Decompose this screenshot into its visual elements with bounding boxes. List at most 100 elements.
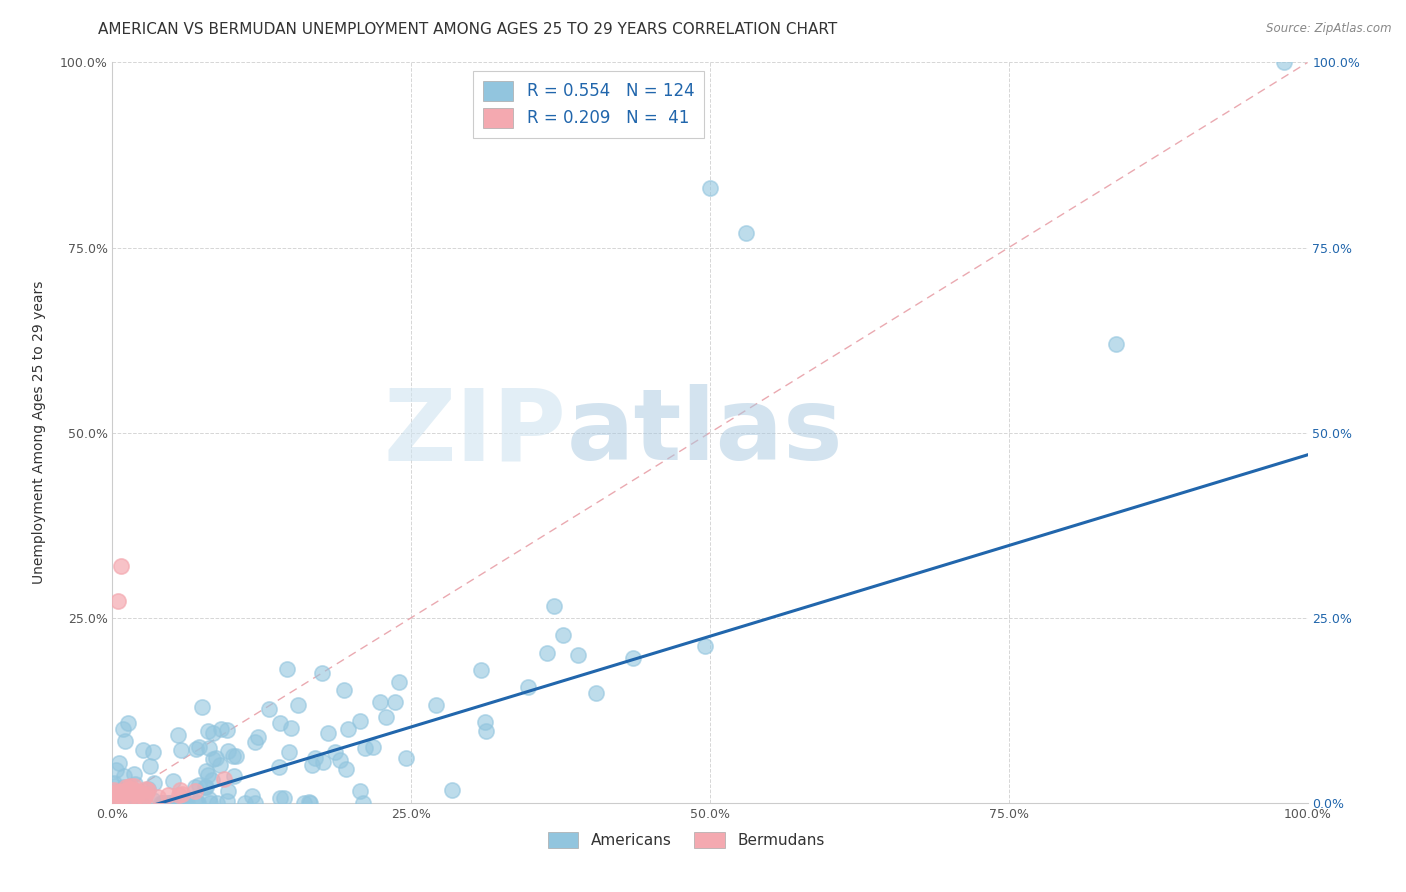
Point	[225, 749, 247, 764]
Point	[172, 796, 194, 810]
Point	[201, 726, 224, 740]
Point	[336, 723, 359, 737]
Point	[124, 789, 146, 803]
Point	[269, 716, 291, 731]
Point	[135, 787, 157, 801]
Point	[112, 780, 135, 795]
Point	[103, 791, 125, 805]
Point	[246, 731, 269, 745]
Point	[217, 723, 239, 738]
Point	[125, 789, 148, 804]
Point	[294, 796, 316, 810]
Point	[209, 757, 232, 772]
Point	[197, 768, 219, 782]
Point	[111, 783, 134, 797]
Point	[536, 646, 558, 660]
Point	[195, 780, 218, 795]
Point	[124, 796, 146, 810]
Text: ZIP: ZIP	[384, 384, 567, 481]
Point	[125, 784, 148, 798]
Point	[155, 796, 177, 810]
Point	[384, 695, 406, 709]
Point	[120, 782, 142, 797]
Point	[152, 796, 174, 810]
Point	[240, 789, 263, 804]
Point	[108, 785, 131, 799]
Point	[1272, 55, 1295, 70]
Point	[184, 796, 207, 810]
Point	[143, 776, 166, 790]
Point	[205, 750, 228, 764]
Point	[139, 759, 162, 773]
Point	[304, 751, 326, 765]
Point	[110, 791, 132, 805]
Point	[316, 726, 339, 740]
Point	[191, 700, 214, 714]
Point	[162, 773, 184, 788]
Point	[311, 666, 333, 681]
Point	[217, 794, 239, 808]
Point	[388, 675, 411, 690]
Point	[695, 639, 717, 653]
Point	[136, 782, 159, 797]
Point	[267, 760, 290, 774]
Point	[117, 715, 139, 730]
Point	[124, 777, 146, 791]
Point	[298, 795, 321, 809]
Point	[129, 796, 152, 810]
Point	[440, 782, 463, 797]
Point	[301, 757, 323, 772]
Point	[115, 780, 138, 794]
Point	[233, 796, 256, 810]
Point	[257, 702, 280, 716]
Point	[553, 628, 575, 642]
Point	[150, 796, 173, 810]
Point	[112, 722, 135, 736]
Point	[117, 781, 139, 796]
Point	[187, 740, 209, 755]
Point	[111, 786, 134, 800]
Point	[312, 756, 335, 770]
Point	[105, 785, 128, 799]
Point	[243, 796, 266, 810]
Point	[110, 796, 132, 810]
Point	[198, 741, 221, 756]
Point	[105, 763, 128, 777]
Point	[122, 780, 145, 794]
Point	[170, 743, 193, 757]
Point	[349, 784, 371, 798]
Point	[349, 714, 371, 729]
Point	[212, 772, 235, 787]
Point	[184, 783, 207, 797]
Point	[118, 790, 141, 805]
Point	[221, 749, 243, 764]
Point	[222, 769, 245, 783]
Point	[110, 558, 132, 573]
Point	[621, 651, 644, 665]
Point	[543, 599, 565, 613]
Point	[269, 790, 291, 805]
Point	[298, 796, 321, 810]
Point	[176, 796, 198, 810]
Point	[375, 710, 398, 724]
Point	[159, 796, 181, 810]
Point	[173, 796, 195, 810]
Point	[112, 787, 135, 801]
Point	[157, 788, 180, 802]
Point	[273, 790, 295, 805]
Point	[194, 764, 217, 778]
Point	[167, 727, 190, 741]
Point	[198, 792, 221, 806]
Point	[169, 783, 191, 797]
Point	[475, 723, 498, 738]
Point	[134, 790, 156, 805]
Point	[201, 772, 224, 787]
Point	[146, 790, 169, 805]
Point	[184, 742, 207, 756]
Point	[103, 776, 125, 790]
Point	[107, 787, 129, 801]
Point	[470, 663, 492, 677]
Point	[567, 648, 589, 663]
Point	[197, 724, 219, 739]
Legend: Americans, Bermudans: Americans, Bermudans	[541, 826, 831, 855]
